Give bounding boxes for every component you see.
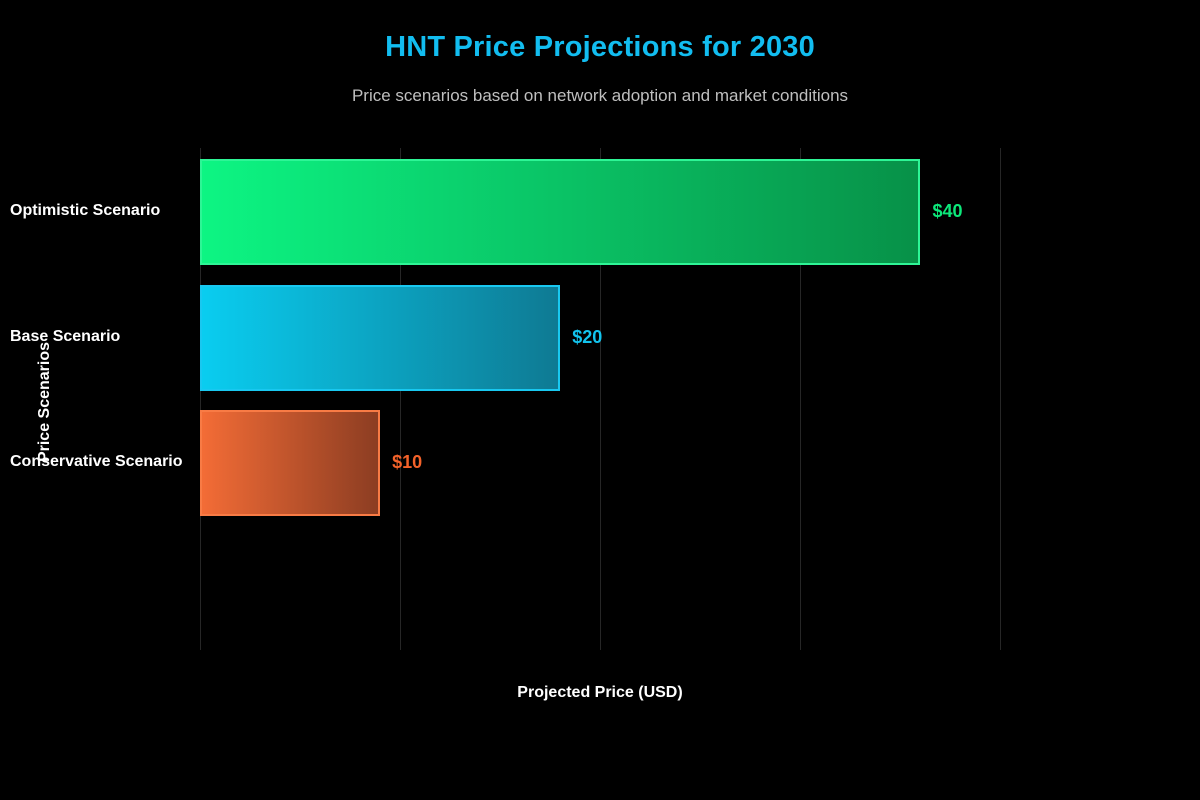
chart-title: HNT Price Projections for 2030 bbox=[385, 31, 815, 63]
gridline bbox=[999, 148, 1001, 650]
chart-subtitle: Price scenarios based on network adoptio… bbox=[351, 86, 849, 105]
bar-3 bbox=[200, 410, 381, 516]
gridline bbox=[399, 148, 401, 650]
category-label: Conservative Scenario bbox=[10, 453, 183, 470]
value-label: $10 bbox=[392, 452, 423, 472]
gridline bbox=[799, 148, 801, 650]
bar-2 bbox=[200, 284, 561, 391]
category-label: Optimistic Scenario bbox=[10, 202, 161, 219]
bar-1 bbox=[200, 159, 921, 265]
value-label: $20 bbox=[572, 326, 603, 347]
gridline bbox=[200, 148, 201, 650]
gridline bbox=[599, 148, 601, 650]
category-label: Base Scenario bbox=[10, 327, 121, 345]
y-axis-label: Price Scenarios bbox=[36, 341, 53, 463]
value-label: $40 bbox=[932, 201, 963, 221]
plot-area: $40 $20 $10 bbox=[200, 148, 1160, 650]
x-axis-label: Projected Price (USD) bbox=[517, 684, 683, 701]
